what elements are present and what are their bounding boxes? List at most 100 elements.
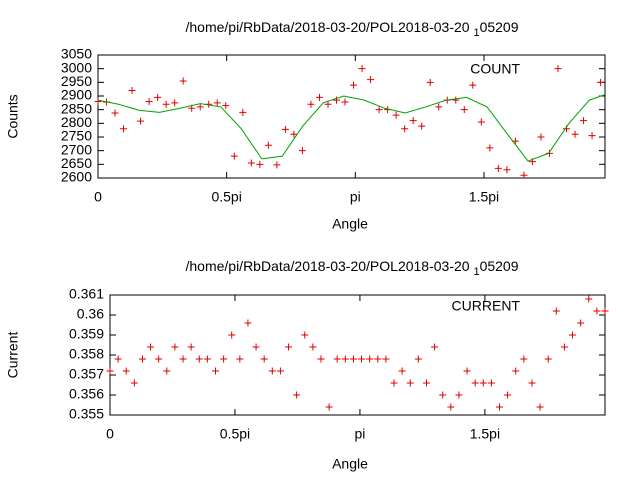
title-part: 1 bbox=[473, 266, 479, 278]
y-tick-label: 2700 bbox=[61, 141, 92, 157]
y-tick-label: 0.361 bbox=[69, 286, 104, 302]
data-point bbox=[301, 331, 309, 339]
data-point bbox=[496, 403, 504, 411]
data-point bbox=[350, 81, 358, 89]
fit-line bbox=[97, 94, 606, 162]
data-point bbox=[122, 367, 130, 375]
data-point bbox=[138, 355, 146, 363]
y-tick-label: 3050 bbox=[61, 46, 92, 62]
data-point bbox=[244, 319, 252, 327]
y-tick-label: 0.357 bbox=[69, 366, 104, 382]
data-point bbox=[409, 117, 417, 125]
data-point bbox=[203, 355, 211, 363]
x-axis-label: Angle bbox=[332, 456, 368, 472]
data-point bbox=[171, 99, 179, 107]
y-tick-label: 0.356 bbox=[69, 386, 104, 402]
data-point bbox=[401, 125, 409, 133]
data-point bbox=[145, 97, 153, 105]
x-tick-label: 1.5pi bbox=[470, 426, 500, 442]
y-tick-label: 2750 bbox=[61, 128, 92, 144]
data-point bbox=[504, 391, 512, 399]
data-point bbox=[469, 81, 477, 89]
data-point bbox=[460, 106, 468, 114]
data-point bbox=[298, 147, 306, 155]
data-point bbox=[512, 367, 520, 375]
data-point bbox=[111, 109, 119, 117]
data-point bbox=[130, 379, 138, 387]
data-point bbox=[503, 166, 511, 174]
x-tick-label: pi bbox=[350, 189, 361, 205]
data-point bbox=[222, 102, 230, 110]
data-point bbox=[154, 93, 162, 101]
y-tick-label: 0.36 bbox=[77, 306, 104, 322]
data-point bbox=[422, 379, 430, 387]
data-point bbox=[571, 130, 579, 138]
title-part: /home/pi/RbData/2018-03-20/POL2018-03-20 bbox=[185, 19, 473, 35]
data-point bbox=[276, 367, 284, 375]
data-point bbox=[230, 152, 238, 160]
data-point bbox=[366, 355, 374, 363]
data-point bbox=[552, 307, 560, 315]
data-point bbox=[601, 307, 609, 315]
data-point bbox=[585, 295, 593, 303]
y-axis-label: Counts bbox=[5, 94, 21, 138]
data-point bbox=[486, 144, 494, 152]
data-point bbox=[293, 391, 301, 399]
data-point bbox=[554, 65, 562, 73]
data-point bbox=[455, 391, 463, 399]
data-point bbox=[398, 367, 406, 375]
data-point bbox=[418, 122, 426, 130]
data-point bbox=[536, 403, 544, 411]
data-point bbox=[333, 355, 341, 363]
data-point bbox=[588, 132, 596, 140]
data-point bbox=[471, 379, 479, 387]
data-point bbox=[447, 403, 455, 411]
data-point bbox=[560, 343, 568, 351]
x-tick-label: 1.5pi bbox=[469, 189, 499, 205]
data-point bbox=[239, 108, 247, 116]
y-tick-label: 0.358 bbox=[69, 346, 104, 362]
data-point bbox=[195, 355, 203, 363]
data-point bbox=[341, 98, 349, 106]
plot-border bbox=[109, 294, 606, 416]
data-point bbox=[247, 159, 255, 167]
data-point bbox=[414, 355, 422, 363]
data-point bbox=[577, 319, 585, 327]
data-point bbox=[580, 117, 588, 125]
chart-title: /home/pi/RbData/2018-03-20/POL2018-03-20… bbox=[185, 19, 518, 39]
data-point bbox=[487, 379, 495, 387]
data-point bbox=[426, 78, 434, 86]
data-point bbox=[479, 379, 487, 387]
data-point bbox=[307, 100, 315, 108]
plot-border bbox=[97, 54, 606, 179]
data-point bbox=[309, 343, 317, 351]
data-point bbox=[494, 164, 502, 172]
data-point bbox=[256, 160, 264, 168]
data-point bbox=[537, 133, 545, 141]
data-point bbox=[374, 355, 382, 363]
data-point bbox=[463, 367, 471, 375]
data-point bbox=[324, 100, 332, 108]
y-tick-label: 2950 bbox=[61, 73, 92, 89]
y-axis-label: Current bbox=[5, 332, 21, 379]
data-point bbox=[406, 379, 414, 387]
data-point bbox=[477, 118, 485, 126]
data-point bbox=[290, 130, 298, 138]
data-point bbox=[155, 355, 163, 363]
data-point bbox=[593, 307, 601, 315]
data-point bbox=[211, 367, 219, 375]
data-point bbox=[196, 103, 204, 111]
title-part: /home/pi/RbData/2018-03-20/POL2018-03-20 bbox=[185, 258, 473, 274]
title-part: 1 bbox=[473, 27, 479, 39]
y-tick-label: 3000 bbox=[61, 59, 92, 75]
y-tick-label: 0.355 bbox=[69, 406, 104, 422]
data-point bbox=[114, 355, 122, 363]
y-tick-label: 2850 bbox=[61, 100, 92, 116]
data-point bbox=[213, 99, 221, 107]
data-point bbox=[260, 355, 268, 363]
legend-label: COUNT bbox=[470, 61, 520, 77]
title-part: 05209 bbox=[480, 258, 519, 274]
y-tick-label: 2650 bbox=[61, 155, 92, 171]
x-tick-label: pi bbox=[354, 426, 365, 442]
data-point bbox=[382, 355, 390, 363]
